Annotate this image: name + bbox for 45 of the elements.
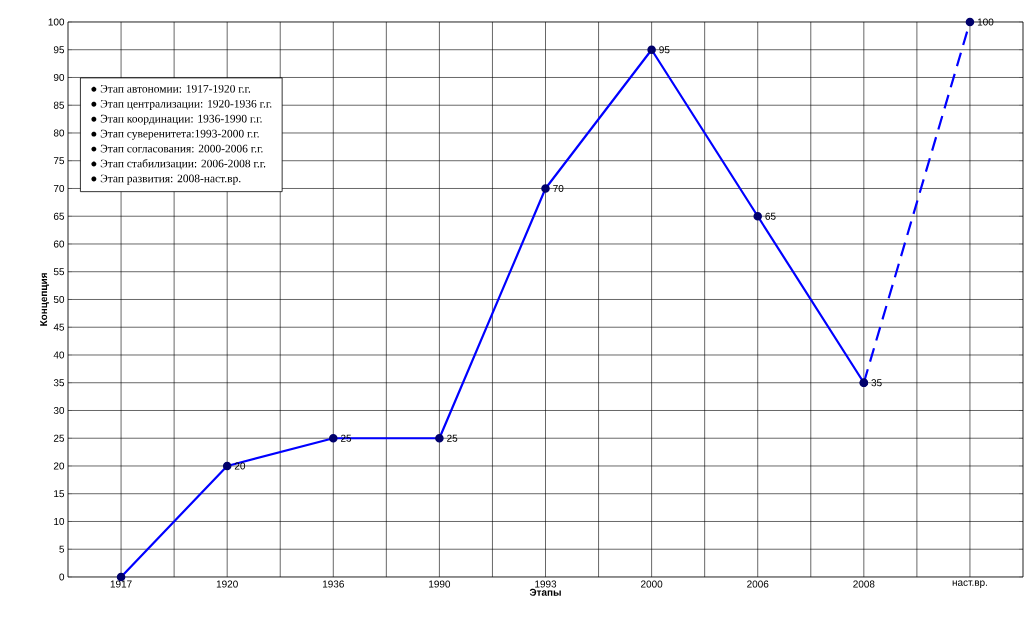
y-tick-label: 40 bbox=[53, 351, 65, 359]
y-tick-label: 85 bbox=[53, 101, 65, 109]
data-label: 20 bbox=[234, 462, 246, 470]
x-tick-label: 1936 bbox=[322, 580, 344, 588]
y-tick-label: 10 bbox=[54, 517, 65, 526]
y-tick-label: 25 bbox=[53, 434, 65, 442]
y-tick-label: 50 bbox=[53, 295, 65, 304]
annotation: ● Этап суверенитета:1993-2000 г.г. bbox=[91, 129, 259, 140]
y-tick-label: 65 bbox=[53, 212, 65, 220]
y-tick-label: 5 bbox=[59, 545, 65, 553]
x-tick-label: 1990 bbox=[429, 580, 451, 588]
annotation: ● Этап развития: 2008-наст.вр. bbox=[91, 174, 241, 185]
y-tick-label: 30 bbox=[53, 406, 65, 415]
x-tick-label: наст.вр. bbox=[952, 580, 987, 588]
annotation: ● Этап централизации: 1920-1936 г.г. bbox=[91, 99, 272, 110]
x-tick-label: 1993 bbox=[535, 580, 557, 588]
annotation: ● Этап стабилизации: 2006-2008 г.г. bbox=[91, 159, 266, 170]
y-tick-label: 55 bbox=[53, 268, 65, 276]
data-label: 35 bbox=[871, 379, 882, 387]
data-label: 100 bbox=[977, 18, 994, 26]
annotation: ● Этап согласования: 2000-2006 г.г. bbox=[91, 144, 263, 153]
y-tick-label: 90 bbox=[53, 73, 65, 82]
x-tick-label: 2008 bbox=[853, 580, 875, 588]
y-tick-label: 75 bbox=[53, 157, 65, 165]
data-label: 65 bbox=[765, 212, 776, 220]
y-tick-label: 95 bbox=[53, 46, 65, 54]
annotation: ● Этап координации: 1936-1990 г.г. bbox=[91, 114, 262, 125]
y-axis-title: Концепция bbox=[40, 273, 50, 326]
x-tick-label: 1920 bbox=[216, 580, 238, 588]
y-tick-label: 70 bbox=[53, 184, 65, 193]
y-tick-label: 35 bbox=[53, 379, 65, 387]
y-tick-label: 15 bbox=[54, 490, 65, 498]
data-label: 25 bbox=[447, 434, 458, 442]
x-tick-label: 2006 bbox=[747, 580, 769, 588]
x-tick-label: 2000 bbox=[641, 580, 663, 588]
annotation: ● Этап автономии: 1917-1920 г.г. bbox=[91, 84, 251, 93]
y-tick-label: 80 bbox=[53, 129, 65, 137]
x-tick-label: 1917 bbox=[110, 580, 132, 588]
y-tick-label: 0 bbox=[59, 573, 65, 581]
y-tick-label: 45 bbox=[53, 323, 65, 331]
data-label: 95 bbox=[659, 46, 670, 54]
y-tick-label: 20 bbox=[53, 462, 65, 470]
y-tick-label: 60 bbox=[53, 240, 65, 248]
y-tick-label: 100 bbox=[48, 18, 65, 26]
x-axis-title: Этапы bbox=[529, 588, 561, 596]
